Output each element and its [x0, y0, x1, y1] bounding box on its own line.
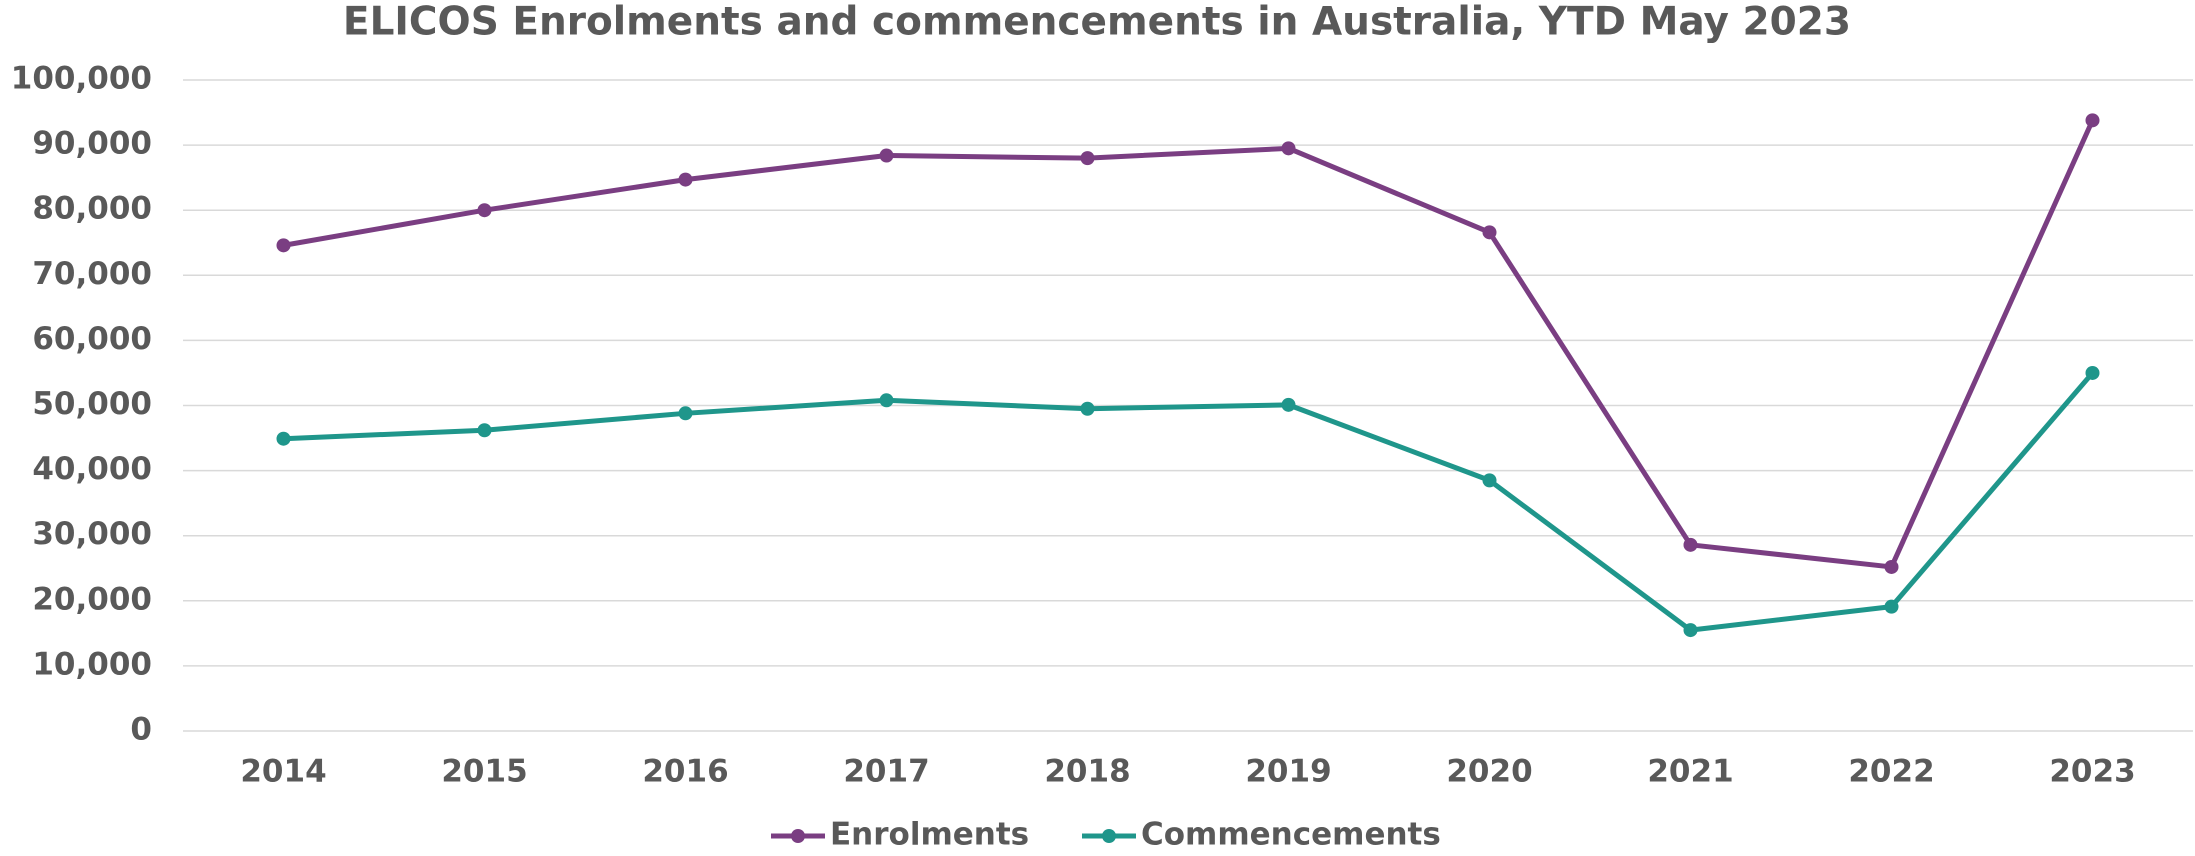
y-tick-label: 50,000	[32, 386, 152, 422]
y-tick-label: 100,000	[11, 61, 152, 97]
x-tick-label: 2017	[843, 754, 929, 790]
y-tick-label: 40,000	[32, 451, 152, 487]
x-tick-label: 2022	[1848, 754, 1934, 790]
point	[2085, 365, 2100, 380]
series-line	[283, 371, 2095, 633]
point	[1482, 225, 1497, 240]
point	[1884, 599, 1899, 614]
y-tick-label: 10,000	[32, 646, 152, 682]
legend-marker	[791, 829, 805, 843]
point	[2085, 113, 2100, 128]
x-tick-label: 2023	[2049, 754, 2135, 790]
x-tick-label: 2018	[1044, 754, 1130, 790]
point	[678, 172, 693, 187]
point	[879, 148, 894, 163]
point	[678, 406, 693, 421]
legend-label: Commencements	[1141, 817, 1441, 853]
y-tick-label: 70,000	[32, 256, 152, 292]
chart-title: ELICOS Enrolments and commencements in A…	[343, 0, 1851, 45]
x-tick-label: 2016	[642, 754, 728, 790]
y-tick-label: 80,000	[32, 191, 152, 227]
point	[1080, 151, 1095, 166]
series-line	[283, 119, 2095, 570]
legend-label: Enrolments	[830, 817, 1029, 853]
x-tick-label: 2021	[1647, 754, 1733, 790]
point	[477, 203, 492, 218]
legend-marker	[1102, 829, 1116, 843]
point	[1281, 397, 1296, 412]
point	[879, 393, 894, 408]
x-tick-label: 2015	[441, 754, 527, 790]
y-tick-label: 90,000	[32, 126, 152, 162]
point	[276, 238, 291, 253]
x-tick-label: 2019	[1245, 754, 1331, 790]
y-tick-label: 30,000	[32, 516, 152, 552]
point	[1683, 623, 1698, 638]
x-tick-label: 2014	[240, 754, 326, 790]
point	[276, 431, 291, 446]
x-tick-label: 2020	[1446, 754, 1532, 790]
point	[1482, 473, 1497, 488]
point	[477, 423, 492, 438]
y-tick-label: 60,000	[32, 321, 152, 357]
point	[1683, 537, 1698, 552]
point	[1080, 401, 1095, 416]
point	[1281, 141, 1296, 156]
point	[1884, 559, 1899, 574]
y-tick-label: 20,000	[32, 581, 152, 617]
y-tick-label: 0	[130, 712, 152, 748]
